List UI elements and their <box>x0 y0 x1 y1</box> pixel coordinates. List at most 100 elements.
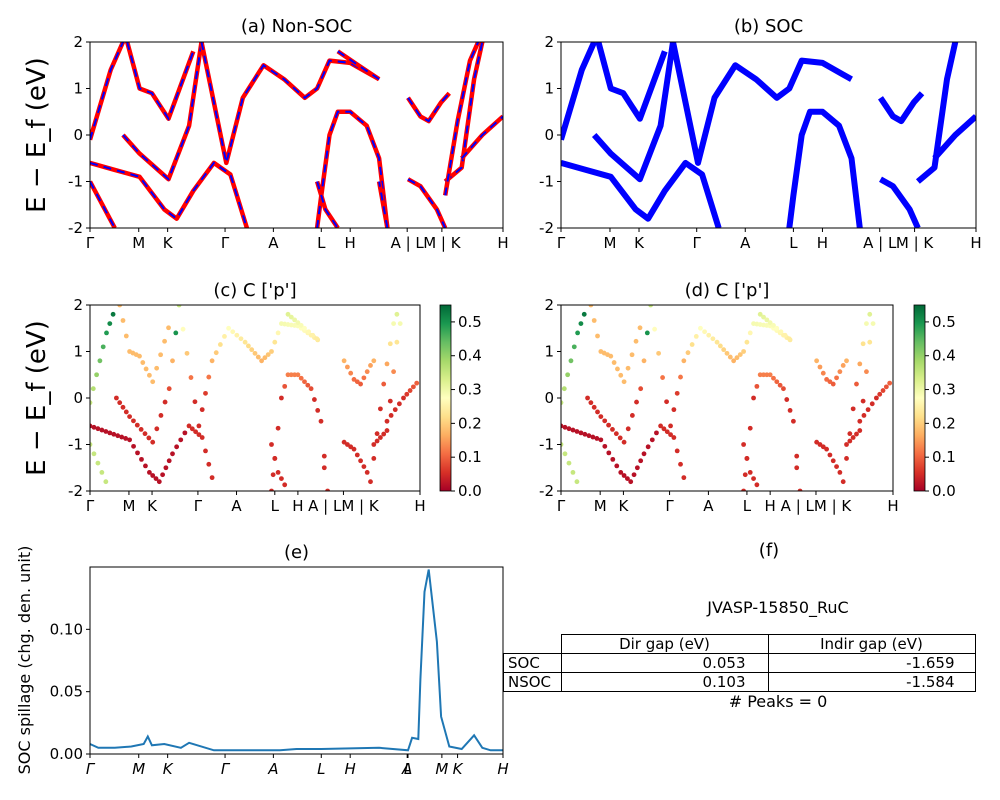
projection-point <box>786 336 792 342</box>
band-line-soc <box>670 42 853 166</box>
projection-point <box>269 442 274 447</box>
x-tick-label: Γ <box>221 760 231 778</box>
peaks-label: # Peaks = 0 <box>728 692 828 711</box>
projection-point <box>292 317 297 323</box>
projection-point <box>767 372 773 378</box>
projection-point <box>206 374 212 380</box>
projection-point <box>99 470 105 475</box>
projection-point <box>590 434 596 440</box>
x-tick-label: Γ <box>86 234 95 252</box>
y-tick-label: 0.00 <box>50 745 83 763</box>
projection-point <box>710 336 716 342</box>
projection-point <box>127 414 132 419</box>
projection-point <box>870 321 876 326</box>
projection-point <box>107 321 113 326</box>
projection-point <box>110 311 116 317</box>
projection-point <box>844 442 849 447</box>
projection-point <box>767 320 773 326</box>
projection-point <box>305 382 311 388</box>
projection-point <box>238 336 244 342</box>
projection-point <box>595 333 600 339</box>
band-line-soc <box>595 42 668 122</box>
projection-point <box>613 431 619 437</box>
x-tick-label: Γ <box>221 234 230 252</box>
projection-point <box>127 437 132 443</box>
projection-point <box>170 451 175 457</box>
x-tick-label: H <box>497 760 508 778</box>
projection-point <box>103 429 109 434</box>
projection-point <box>574 429 580 434</box>
band-line-red <box>442 42 481 196</box>
projection-point <box>119 434 125 440</box>
projection-point <box>150 379 156 385</box>
projection-point <box>774 325 780 331</box>
projection-point <box>265 352 271 357</box>
projection-point <box>391 321 396 326</box>
projection-point <box>791 418 796 424</box>
y-tick-label: 2 <box>73 33 83 51</box>
projection-point <box>272 339 278 345</box>
projection-point <box>371 358 377 364</box>
projection-point <box>649 437 655 443</box>
x-tick-label: H <box>292 497 303 515</box>
colorbar-tick-label: 0.4 <box>932 347 956 365</box>
projection-point <box>751 395 756 401</box>
projection-point <box>318 418 324 424</box>
projection-point <box>193 429 199 435</box>
projection-point <box>777 382 783 388</box>
projection-point <box>142 431 148 437</box>
projection-point <box>724 350 730 356</box>
projection-point <box>269 488 274 491</box>
panel-c-title: (c) C ['p'] <box>213 280 296 301</box>
colorbar <box>439 304 452 492</box>
table-header-cell: Indir gap (eV) <box>767 634 976 654</box>
projection-point <box>618 372 624 378</box>
x-tick-label: K <box>634 234 645 252</box>
projection-point <box>586 433 592 439</box>
projection-point <box>310 332 316 338</box>
projection-point <box>847 431 853 437</box>
projection-point <box>606 422 611 428</box>
projection-point <box>166 458 172 464</box>
table-cell: 0.103 <box>560 672 769 692</box>
projection-point <box>582 431 588 437</box>
band-line-blue-dashed <box>90 161 248 228</box>
table-cell: NSOC <box>503 672 562 692</box>
projection-point <box>182 430 188 436</box>
x-tick-label: Γ <box>557 497 566 515</box>
x-tick-label: K <box>163 234 174 252</box>
band-line-soc <box>878 91 925 125</box>
projection-point <box>761 314 766 320</box>
projection-point <box>242 339 248 345</box>
projection-point <box>306 329 312 335</box>
projection-point <box>731 358 737 364</box>
projection-point <box>189 426 195 432</box>
colorbar-tick-label: 0.0 <box>458 482 482 500</box>
projection-point <box>163 465 169 471</box>
projection-point <box>883 384 889 390</box>
projection-point <box>608 353 614 359</box>
projection-point <box>706 332 712 338</box>
projection-point <box>150 473 156 478</box>
projection-point <box>754 383 760 389</box>
projection-point <box>111 431 117 437</box>
projection-point <box>625 426 631 432</box>
colorbar-tick-label: 0.0 <box>932 482 956 500</box>
band-line-blue-dashed <box>444 42 480 196</box>
projection-point <box>315 408 321 413</box>
projection-point <box>631 472 637 478</box>
projection-point <box>664 429 670 435</box>
projection-point <box>192 399 198 405</box>
projection-point <box>153 476 159 481</box>
x-tick-label: L <box>271 497 280 515</box>
projection-point <box>621 473 627 478</box>
x-tick-label: Γ <box>194 497 203 515</box>
projection-point <box>156 479 162 485</box>
table-cell: 0.053 <box>560 653 769 673</box>
x-tick-label: L <box>317 234 326 252</box>
projection-point <box>388 413 394 418</box>
band-line-red <box>406 177 448 228</box>
projection-point <box>744 339 750 345</box>
projection-point <box>176 305 182 308</box>
